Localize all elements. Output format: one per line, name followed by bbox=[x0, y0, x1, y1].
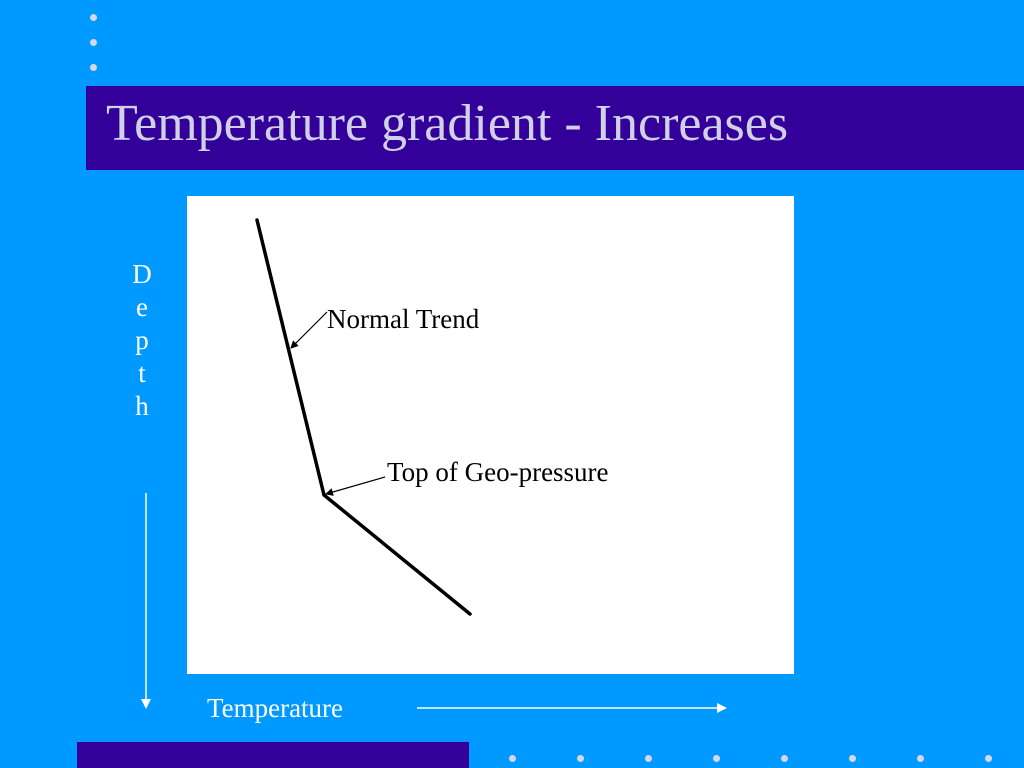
decor-dot bbox=[849, 755, 856, 762]
normal-trend-line bbox=[255, 218, 326, 497]
depth-arrowhead bbox=[141, 699, 151, 709]
depth-axis-letter: p bbox=[135, 325, 149, 355]
title-bar: Temperature gradient - Increases bbox=[86, 86, 1024, 170]
decor-dot bbox=[713, 755, 720, 762]
bottom-bar bbox=[77, 742, 469, 768]
plot-panel: Normal Trend Top of Geo-pressure bbox=[187, 196, 794, 674]
normal-trend-label: Normal Trend bbox=[327, 304, 480, 334]
decor-dot bbox=[90, 14, 97, 21]
decor-dot bbox=[90, 64, 97, 71]
temperature-axis-label: Temperature bbox=[207, 693, 344, 723]
normal-trend-pointer bbox=[290, 311, 328, 349]
trend-diagram: Normal Trend Top of Geo-pressure bbox=[255, 218, 609, 616]
decor-dot bbox=[577, 755, 584, 762]
depth-axis-letter: e bbox=[136, 292, 148, 322]
decor-dot bbox=[90, 39, 97, 46]
decor-dot bbox=[645, 755, 652, 762]
depth-axis-letter: h bbox=[135, 391, 149, 421]
geo-pressure-pointer bbox=[325, 476, 386, 496]
temperature-arrowhead bbox=[717, 703, 727, 713]
decor-dot bbox=[917, 755, 924, 762]
decor-dot bbox=[985, 755, 992, 762]
top-geo-pressure-label: Top of Geo-pressure bbox=[387, 457, 609, 487]
decor-dot bbox=[509, 755, 516, 762]
decor-dot bbox=[781, 755, 788, 762]
geo-pressure-trend-line bbox=[322, 493, 472, 616]
depth-axis-letter: t bbox=[138, 358, 146, 388]
slide-title: Temperature gradient - Increases bbox=[106, 95, 789, 152]
depth-axis-letter: D bbox=[132, 259, 152, 289]
